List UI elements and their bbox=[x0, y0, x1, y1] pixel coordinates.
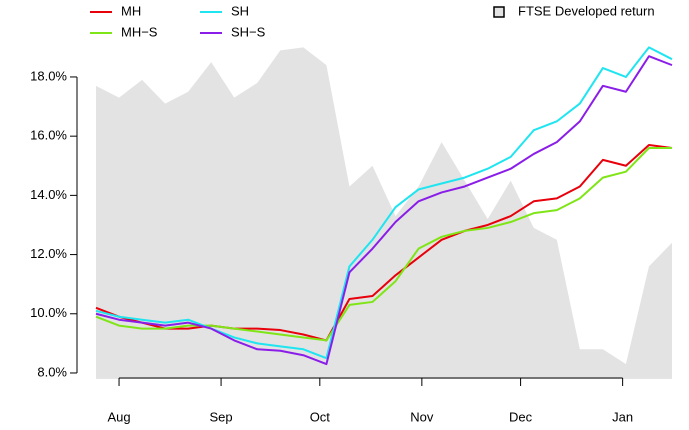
y-tick-label: 16.0% bbox=[30, 128, 67, 143]
legend-label: SH−S bbox=[231, 24, 266, 39]
y-tick-label: 8.0% bbox=[37, 364, 67, 379]
y-tick-label: 14.0% bbox=[30, 187, 67, 202]
x-tick-label: Jan bbox=[612, 409, 633, 424]
x-tick-label: Nov bbox=[410, 409, 434, 424]
x-tick-label: Aug bbox=[107, 409, 130, 424]
line bbox=[95, 55, 673, 366]
legend-label: SH bbox=[231, 3, 249, 18]
line bbox=[95, 46, 673, 360]
x-tick-label: Dec bbox=[509, 409, 533, 424]
x-tick-label: Sep bbox=[210, 409, 233, 424]
y-tick-label: 12.0% bbox=[30, 246, 67, 261]
line bbox=[95, 147, 672, 342]
x-tick-label: Oct bbox=[310, 409, 331, 424]
legend-label: FTSE Developed return bbox=[518, 3, 655, 18]
legend-label: MH−S bbox=[121, 24, 158, 39]
legend-label: MH bbox=[121, 3, 141, 18]
legend-swatch bbox=[493, 6, 505, 18]
line bbox=[95, 144, 673, 342]
y-tick-label: 18.0% bbox=[30, 68, 67, 83]
y-tick-label: 10.0% bbox=[30, 305, 67, 320]
area bbox=[96, 47, 672, 379]
